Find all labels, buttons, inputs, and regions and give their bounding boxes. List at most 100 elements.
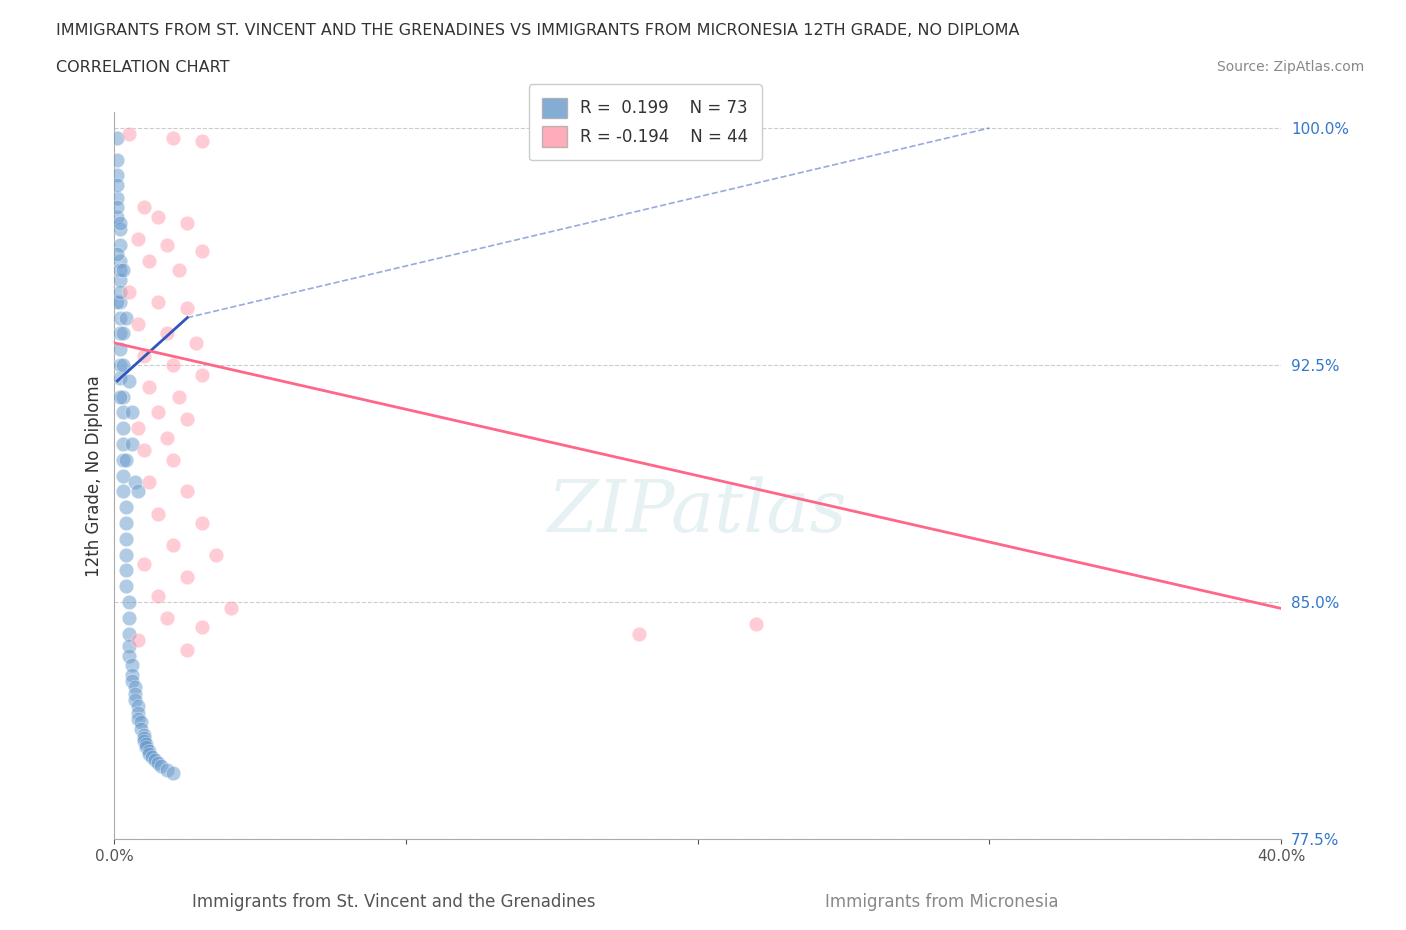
Point — [121, 658, 143, 672]
Point — [110, 311, 132, 325]
Point — [115, 563, 138, 578]
Point — [176, 484, 198, 498]
Point — [138, 253, 160, 268]
Text: Immigrants from Micronesia: Immigrants from Micronesia — [825, 893, 1059, 910]
Point — [156, 431, 179, 445]
Point — [115, 452, 138, 467]
Point — [129, 721, 152, 736]
Point — [745, 617, 768, 631]
Point — [121, 668, 143, 683]
Point — [115, 311, 138, 325]
Point — [110, 342, 132, 357]
Point — [121, 436, 143, 451]
Point — [138, 747, 160, 762]
Point — [121, 405, 143, 420]
Point — [110, 326, 132, 341]
Point — [135, 740, 157, 755]
Text: ZIPatlas: ZIPatlas — [548, 477, 848, 547]
Point — [135, 737, 157, 751]
Point — [146, 589, 169, 604]
Point — [105, 200, 128, 215]
Point — [110, 216, 132, 231]
Point — [115, 547, 138, 562]
Point — [146, 209, 169, 224]
Point — [118, 639, 141, 654]
Point — [176, 569, 198, 584]
Point — [105, 178, 128, 193]
Point — [112, 452, 135, 467]
Point — [115, 499, 138, 514]
Point — [112, 326, 135, 341]
Point — [132, 727, 155, 742]
Point — [124, 693, 146, 708]
Point — [146, 295, 169, 310]
Point — [115, 578, 138, 593]
Point — [205, 547, 228, 562]
Point — [105, 295, 128, 310]
Point — [141, 750, 163, 764]
Point — [110, 295, 132, 310]
Point — [112, 358, 135, 373]
Point — [138, 474, 160, 489]
Point — [127, 316, 149, 331]
Point — [110, 221, 132, 236]
Point — [127, 232, 149, 246]
Text: IMMIGRANTS FROM ST. VINCENT AND THE GRENADINES VS IMMIGRANTS FROM MICRONESIA 12T: IMMIGRANTS FROM ST. VINCENT AND THE GREN… — [56, 23, 1019, 38]
Point — [138, 379, 160, 394]
Point — [127, 484, 149, 498]
Point — [162, 130, 184, 145]
Point — [146, 756, 169, 771]
Point — [127, 421, 149, 436]
Point — [156, 610, 179, 625]
Point — [127, 705, 149, 720]
Point — [191, 367, 214, 382]
Point — [110, 263, 132, 278]
Point — [110, 285, 132, 299]
Point — [118, 594, 141, 609]
Text: Immigrants from St. Vincent and the Grenadines: Immigrants from St. Vincent and the Gren… — [193, 893, 595, 910]
Point — [191, 515, 214, 530]
Text: CORRELATION CHART: CORRELATION CHART — [56, 60, 229, 75]
Point — [105, 130, 128, 145]
Point — [112, 405, 135, 420]
Point — [110, 370, 132, 385]
Point — [167, 390, 190, 405]
Point — [167, 263, 190, 278]
Point — [112, 421, 135, 436]
Point — [132, 734, 155, 749]
Point — [112, 263, 135, 278]
Point — [146, 405, 169, 420]
Point — [129, 715, 152, 730]
Point — [184, 336, 207, 351]
Point — [118, 126, 141, 141]
Point — [162, 452, 184, 467]
Point — [110, 237, 132, 252]
Point — [132, 200, 155, 215]
Text: Source: ZipAtlas.com: Source: ZipAtlas.com — [1216, 60, 1364, 74]
Point — [156, 763, 179, 777]
Point — [112, 484, 135, 498]
Point — [143, 752, 166, 767]
Point — [118, 626, 141, 641]
Point — [132, 557, 155, 572]
Point — [162, 358, 184, 373]
Point — [118, 374, 141, 389]
Point — [115, 515, 138, 530]
Point — [628, 626, 651, 641]
Point — [132, 348, 155, 363]
Point — [127, 632, 149, 647]
Point — [176, 642, 198, 657]
Point — [132, 731, 155, 746]
Point — [176, 300, 198, 315]
Point — [156, 326, 179, 341]
Point — [110, 358, 132, 373]
Point — [124, 680, 146, 695]
Point — [127, 711, 149, 726]
Point — [118, 648, 141, 663]
Point — [124, 686, 146, 701]
Point — [219, 601, 242, 616]
Point — [112, 436, 135, 451]
Point — [105, 190, 128, 205]
Point — [146, 506, 169, 521]
Point — [112, 390, 135, 405]
